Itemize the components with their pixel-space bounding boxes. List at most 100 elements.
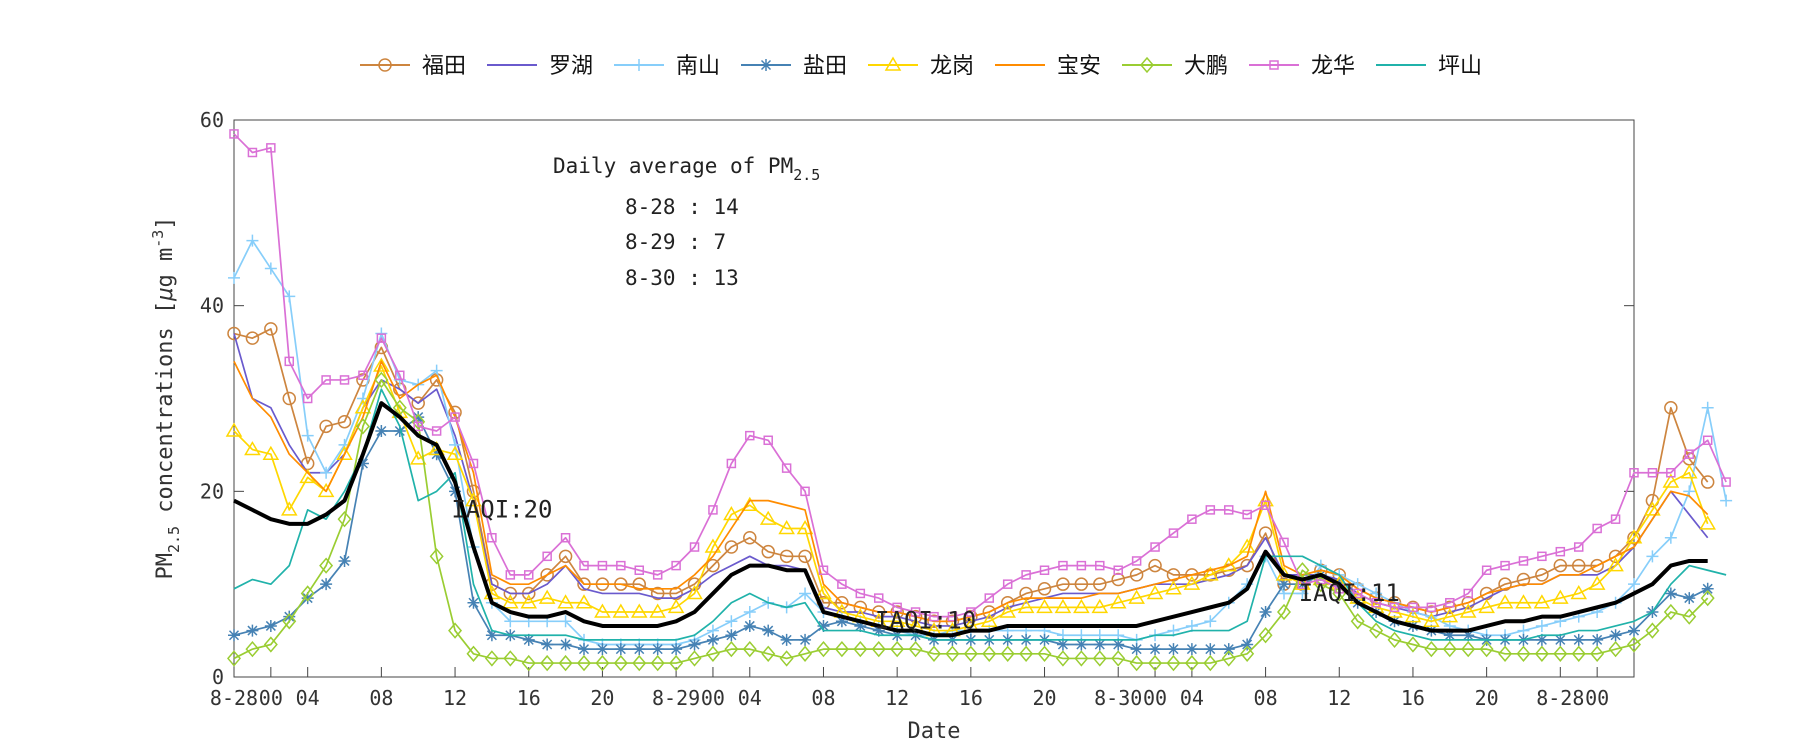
series-average — [233, 401, 1708, 638]
series-point — [1516, 645, 1531, 662]
series-point — [1629, 468, 1639, 478]
series-point — [649, 603, 666, 618]
series-point — [669, 654, 684, 672]
y-axis-title-sub: 2.5 — [165, 526, 183, 553]
series-point — [338, 554, 351, 567]
series-point — [1240, 645, 1255, 662]
series-point — [873, 593, 884, 603]
annotation-line: 8-30 : 13 — [625, 266, 739, 290]
y-axis-title-unit: g m — [153, 248, 178, 288]
series-point — [505, 570, 516, 580]
series-point — [1187, 514, 1197, 524]
y-axis: 0 20 40 60 — [200, 108, 1634, 689]
x-tick-label: 08 — [1254, 686, 1278, 710]
series-point — [725, 629, 738, 642]
series-point — [725, 615, 738, 628]
annotation-line: 8-28 : 14 — [625, 195, 739, 219]
series-point — [1259, 606, 1272, 619]
iaqi-label: IAQI:20 — [451, 495, 552, 523]
series-point — [724, 640, 739, 658]
x-tick-label: 16 — [517, 686, 541, 710]
series-point — [1442, 640, 1457, 658]
legend-label: 盐田 — [803, 54, 847, 79]
series-point — [1076, 560, 1087, 571]
series-point — [1146, 584, 1164, 600]
series-point — [1552, 589, 1569, 604]
series-point — [1721, 477, 1731, 487]
series-point — [1663, 603, 1678, 621]
series-point — [982, 605, 997, 619]
series-point — [1277, 603, 1291, 621]
x-tick-label: 00 — [1585, 686, 1609, 710]
series-point — [578, 643, 590, 656]
series-point — [1443, 600, 1457, 615]
series-point — [651, 643, 664, 656]
series-point — [742, 640, 757, 658]
series-point — [1185, 568, 1199, 582]
series-point — [228, 271, 240, 284]
legend-item: 龙岗 — [868, 54, 974, 79]
series-point — [1405, 636, 1420, 653]
series-point — [1496, 594, 1514, 609]
series-point — [1350, 613, 1365, 630]
series-point — [558, 549, 573, 564]
series-point — [557, 594, 574, 609]
series-point — [1461, 640, 1476, 658]
series-point — [652, 570, 663, 580]
series-point — [467, 596, 480, 609]
y-tick-label: 0 — [212, 665, 224, 689]
legend-item: 福田 — [360, 54, 466, 79]
series-point — [1478, 598, 1495, 614]
x-axis: 8-28 00 04 08 12 16 20 8-29 00 04 08 12 16 20 8-30 00 04… — [210, 667, 1609, 710]
series-point — [1608, 640, 1623, 658]
series-point — [1149, 643, 1162, 656]
x-tick-label: 00 — [259, 686, 283, 710]
y-axis-title-rest: concentrations [ — [153, 301, 178, 526]
legend-label: 南山 — [676, 54, 720, 79]
series-point — [689, 542, 700, 552]
series-point — [542, 551, 552, 562]
series-point — [1109, 594, 1127, 609]
series-point — [708, 505, 718, 515]
series-point — [597, 560, 608, 571]
series-point — [284, 356, 295, 367]
legend-item: 罗湖 — [487, 54, 593, 79]
series-point — [798, 645, 813, 662]
series-line — [233, 388, 1727, 641]
series-point — [1684, 449, 1695, 459]
series-point — [301, 592, 314, 605]
series-point — [834, 640, 849, 658]
series-point — [282, 613, 297, 630]
series-point — [487, 533, 497, 543]
series-point — [558, 654, 573, 672]
series-point — [1056, 638, 1069, 651]
series-point — [1242, 509, 1252, 520]
series-point — [283, 610, 296, 623]
series-point — [300, 585, 315, 602]
series-point — [671, 560, 681, 571]
series-point — [1516, 572, 1531, 587]
series-point — [1204, 615, 1217, 628]
series-point — [1352, 588, 1363, 599]
series-point — [1682, 608, 1697, 625]
x-tick-label: 12 — [885, 686, 909, 710]
series-point — [1387, 631, 1402, 649]
series-point — [815, 584, 832, 600]
series-point — [1479, 640, 1494, 658]
series-point — [449, 485, 462, 498]
series-point — [779, 650, 794, 667]
series-point — [355, 418, 370, 435]
legend-marker — [1140, 56, 1154, 74]
series-point — [1128, 589, 1145, 604]
legend-label: 宝安 — [1057, 54, 1101, 79]
series-point — [966, 607, 976, 617]
series-point — [412, 411, 425, 424]
series-point — [466, 645, 481, 662]
series-龙华 — [229, 129, 1731, 622]
series-point — [502, 594, 519, 609]
iaqi-label: IAQI:10 — [875, 607, 976, 635]
series-point — [1666, 468, 1676, 478]
series-point — [1588, 575, 1606, 590]
series-point — [373, 357, 390, 372]
series-point — [890, 640, 905, 658]
